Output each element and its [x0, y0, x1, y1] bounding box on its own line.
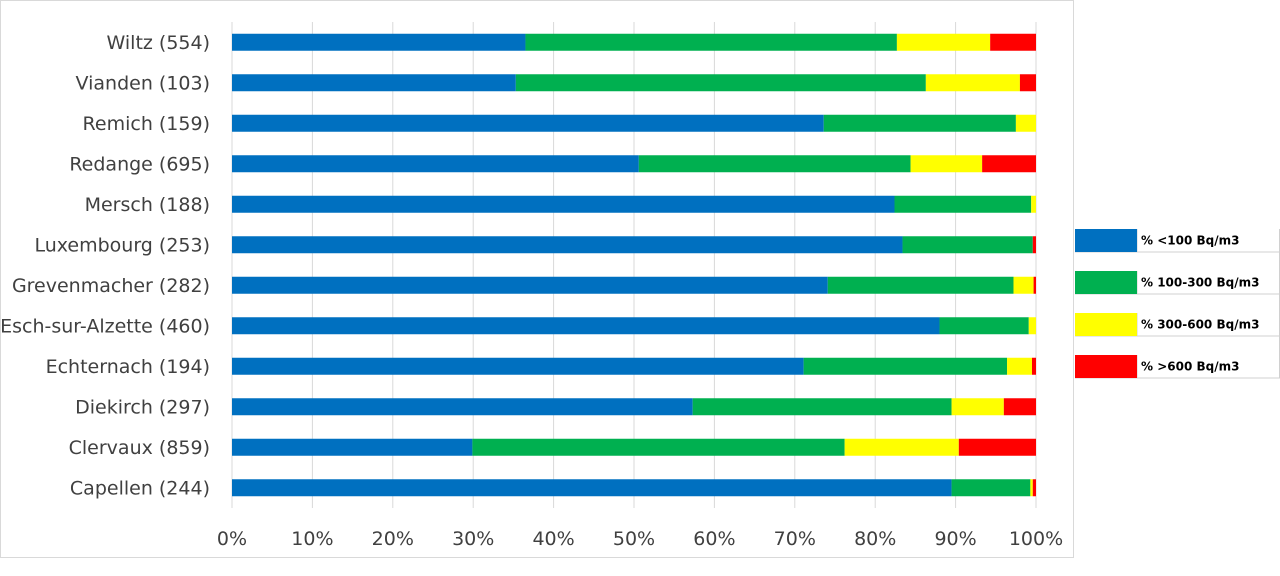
bar-segment — [232, 398, 693, 416]
bar-segment — [1007, 357, 1032, 375]
category-label: Echternach (194) — [46, 356, 210, 378]
bars — [232, 33, 1036, 497]
legend: % <100 Bq/m3 % 100-300 Bq/m3 % 300-600 Bq/… — [1075, 229, 1280, 379]
legend-label: % 100-300 Bq/m3 — [1141, 276, 1259, 290]
bar-segment — [1003, 398, 1036, 416]
category-label: Esch-sur-Alzette (460) — [0, 315, 210, 337]
bar-segment — [844, 438, 959, 456]
bar-segment — [803, 357, 1008, 375]
bar-segment — [232, 479, 952, 497]
bar-segment — [692, 398, 952, 416]
x-axis-ticks: 0% 10% 20% 30% 40% 50% 60% 70% 80% 90% 100% — [217, 528, 1063, 550]
bar-segment — [1031, 357, 1036, 375]
category-label: Diekirch (297) — [75, 396, 210, 418]
gridlines — [231, 22, 1037, 508]
bar-segment — [925, 74, 1020, 92]
x-tick-label: 10% — [291, 528, 333, 550]
bar-segment — [823, 114, 1016, 132]
legend-swatch — [1075, 313, 1137, 336]
x-tick-label: 90% — [934, 528, 976, 550]
legend-label: % <100 Bq/m3 — [1141, 234, 1239, 248]
bar-segment — [1030, 479, 1033, 497]
legend-label: % 300-600 Bq/m3 — [1141, 318, 1259, 332]
x-tick-label: 50% — [613, 528, 655, 550]
bar-segment — [990, 33, 1036, 51]
bar-segment — [638, 155, 911, 173]
category-label: Redange (695) — [69, 153, 210, 175]
bar-segment — [1028, 317, 1036, 335]
category-label: Luxembourg (253) — [34, 234, 210, 256]
bar-segment — [827, 276, 1014, 294]
bar-segment — [982, 155, 1036, 173]
category-label: Clervaux (859) — [69, 437, 210, 459]
plot-frame — [0, 0, 1074, 558]
category-labels: Capellen (244) Clervaux (859) Diekirch (29… — [0, 32, 210, 500]
bar-segment — [232, 195, 895, 213]
x-tick-label: 60% — [693, 528, 735, 550]
category-label: Vianden (103) — [76, 72, 210, 94]
bar-segment — [232, 74, 516, 92]
bar-segment — [1015, 114, 1036, 132]
bar-segment — [1019, 74, 1036, 92]
bar-segment — [232, 357, 804, 375]
category-label: Remich (159) — [83, 113, 210, 135]
bar-segment — [1032, 236, 1036, 254]
bar-segment — [951, 398, 1004, 416]
bar-segment — [894, 195, 1032, 213]
bar-segment — [515, 74, 926, 92]
bar-segment — [1032, 479, 1036, 497]
category-label: Mersch (188) — [85, 194, 210, 216]
bar-segment — [232, 276, 828, 294]
x-tick-label: 70% — [774, 528, 816, 550]
bar-segment — [232, 155, 639, 173]
bar-segment — [1033, 276, 1036, 294]
bar-segment — [951, 479, 1031, 497]
legend-swatch — [1075, 229, 1137, 252]
x-tick-label: 30% — [452, 528, 494, 550]
bar-segment — [232, 114, 824, 132]
x-tick-label: 80% — [854, 528, 896, 550]
x-tick-label: 20% — [372, 528, 414, 550]
x-tick-label: 40% — [532, 528, 574, 550]
category-label: Grevenmacher (282) — [12, 275, 210, 297]
bar-segment — [910, 155, 983, 173]
legend-swatch — [1075, 355, 1137, 378]
category-label: Capellen (244) — [70, 477, 210, 499]
bar-segment — [1013, 276, 1034, 294]
category-label: Wiltz (554) — [107, 32, 210, 54]
bar-segment — [1031, 195, 1036, 213]
bar-segment — [472, 438, 845, 456]
bar-segment — [958, 438, 1036, 456]
x-tick-label: 0% — [217, 528, 247, 550]
bar-segment — [232, 236, 903, 254]
legend-swatch — [1075, 271, 1137, 294]
bar-segment — [525, 33, 897, 51]
legend-label: % >600 Bq/m3 — [1141, 360, 1239, 374]
bar-segment — [939, 317, 1029, 335]
bar-segment — [902, 236, 1033, 254]
bar-segment — [232, 438, 473, 456]
bar-segment — [232, 317, 940, 335]
bar-segment — [232, 33, 526, 51]
x-tick-label: 100% — [1009, 528, 1063, 550]
bar-segment — [896, 33, 991, 51]
